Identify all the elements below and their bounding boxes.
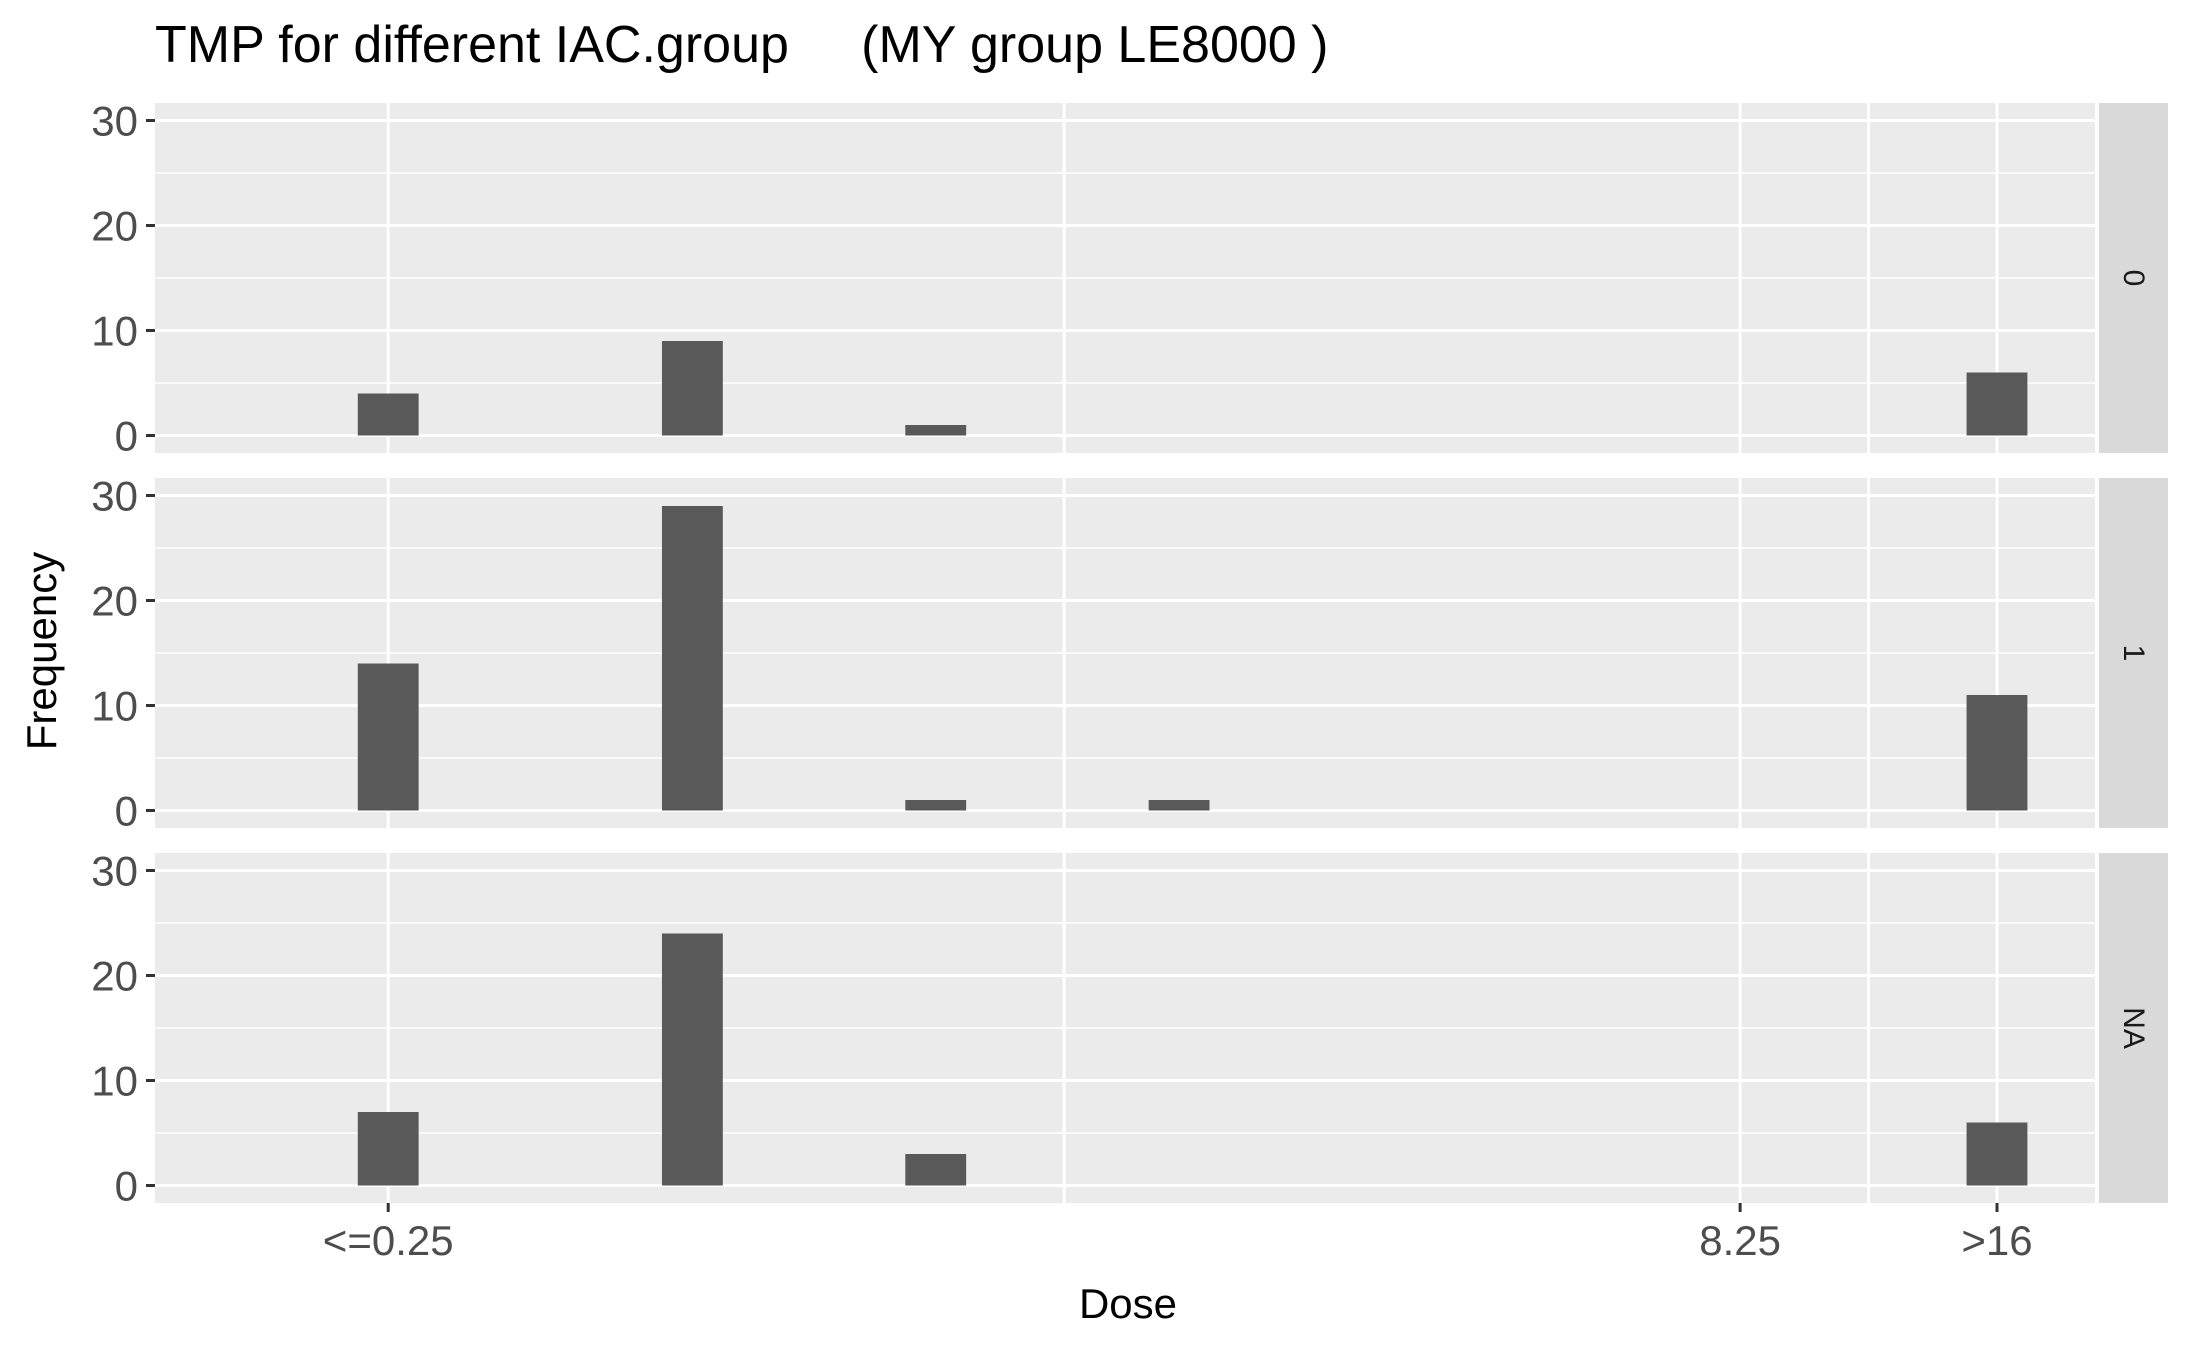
- facet-strip: [2099, 478, 2168, 828]
- facet-strip-label: 1: [2117, 645, 2150, 662]
- bar: [661, 933, 723, 1186]
- bar: [905, 425, 967, 436]
- y-tick-label: 20: [91, 203, 138, 250]
- facet-strip: [2099, 103, 2168, 453]
- y-tick-label: 0: [115, 788, 138, 835]
- bar: [661, 506, 723, 811]
- bar: [1966, 1122, 2028, 1186]
- y-tick-label: 10: [91, 683, 138, 730]
- bar: [905, 1154, 967, 1186]
- y-tick-label: 0: [115, 1163, 138, 1210]
- facet-panel-0: 0 10 20 30 0: [91, 98, 2168, 460]
- bar: [905, 800, 967, 811]
- facet-strip: [2099, 853, 2168, 1203]
- facet-strip-label: 0: [2117, 270, 2150, 287]
- y-tick-label: 30: [91, 848, 138, 895]
- x-tick-label: <=0.25: [323, 1217, 454, 1264]
- bar: [357, 393, 419, 436]
- y-tick-label: 10: [91, 1058, 138, 1105]
- x-axis-title: Dose: [1079, 1280, 1177, 1327]
- y-tick-label: 20: [91, 953, 138, 1000]
- facet-panel-NA: 0 10 20 30 NA: [91, 848, 2168, 1210]
- chart-title: TMP for different IAC.group (MY group LE…: [155, 16, 1328, 74]
- bar: [1148, 800, 1210, 811]
- bar: [1966, 695, 2028, 811]
- y-tick-label: 10: [91, 308, 138, 355]
- bar: [661, 341, 723, 436]
- bar: [357, 1112, 419, 1186]
- facet-panel-1: 0 10 20 30 1: [91, 473, 2168, 835]
- x-axis: <=0.25 8.25 >16: [323, 1203, 2033, 1264]
- y-tick-label: 30: [91, 473, 138, 520]
- bar: [1966, 372, 2028, 436]
- y-tick-label: 30: [91, 98, 138, 145]
- y-tick-label: 0: [115, 413, 138, 460]
- y-axis-title: Frequency: [18, 552, 65, 750]
- y-tick-label: 20: [91, 578, 138, 625]
- x-tick-label: >16: [1961, 1217, 2032, 1264]
- facet-strip-label: NA: [2117, 1007, 2150, 1049]
- bar: [357, 663, 419, 811]
- x-tick-label: 8.25: [1699, 1217, 1781, 1264]
